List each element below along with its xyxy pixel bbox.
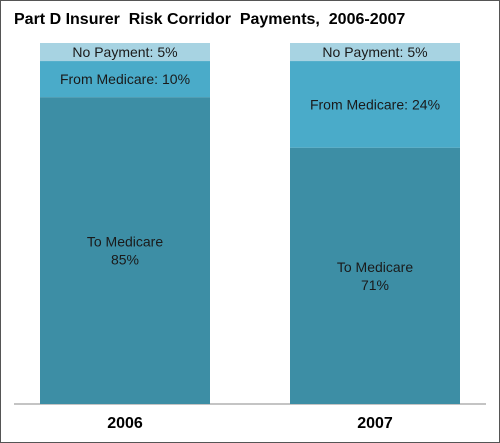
- segment-name: From Medicare:: [310, 96, 408, 112]
- segment-name: To Medicare: [87, 234, 163, 250]
- chart-title: Part D Insurer Risk Corridor Payments, 2…: [14, 11, 405, 28]
- bar-segment: [290, 61, 460, 148]
- bar-segment: [40, 61, 210, 98]
- value-label: 24%: [412, 96, 440, 112]
- segment-name: To Medicare: [337, 259, 413, 275]
- bar-segment: [40, 97, 210, 405]
- value-label: 71%: [361, 277, 389, 293]
- segment-label: No Payment: 5%: [72, 44, 177, 60]
- value-label: 10%: [162, 71, 190, 87]
- segment-label: No Payment: 5%: [322, 44, 427, 60]
- value-label: 85%: [111, 252, 139, 268]
- value-label: 5%: [157, 44, 177, 60]
- x-tick-label: 2006: [107, 415, 143, 432]
- segment-name: No Payment:: [322, 44, 403, 60]
- segment-label: From Medicare: 10%: [60, 71, 190, 87]
- bar-segment: [40, 43, 210, 62]
- segment-name: No Payment:: [72, 44, 153, 60]
- bar-segment: [290, 147, 460, 404]
- segment-label: From Medicare: 24%: [310, 96, 440, 112]
- segment-name: From Medicare:: [60, 71, 158, 87]
- bar-segment: [290, 43, 460, 62]
- x-tick-label: 2007: [357, 415, 393, 432]
- value-label: 5%: [407, 44, 427, 60]
